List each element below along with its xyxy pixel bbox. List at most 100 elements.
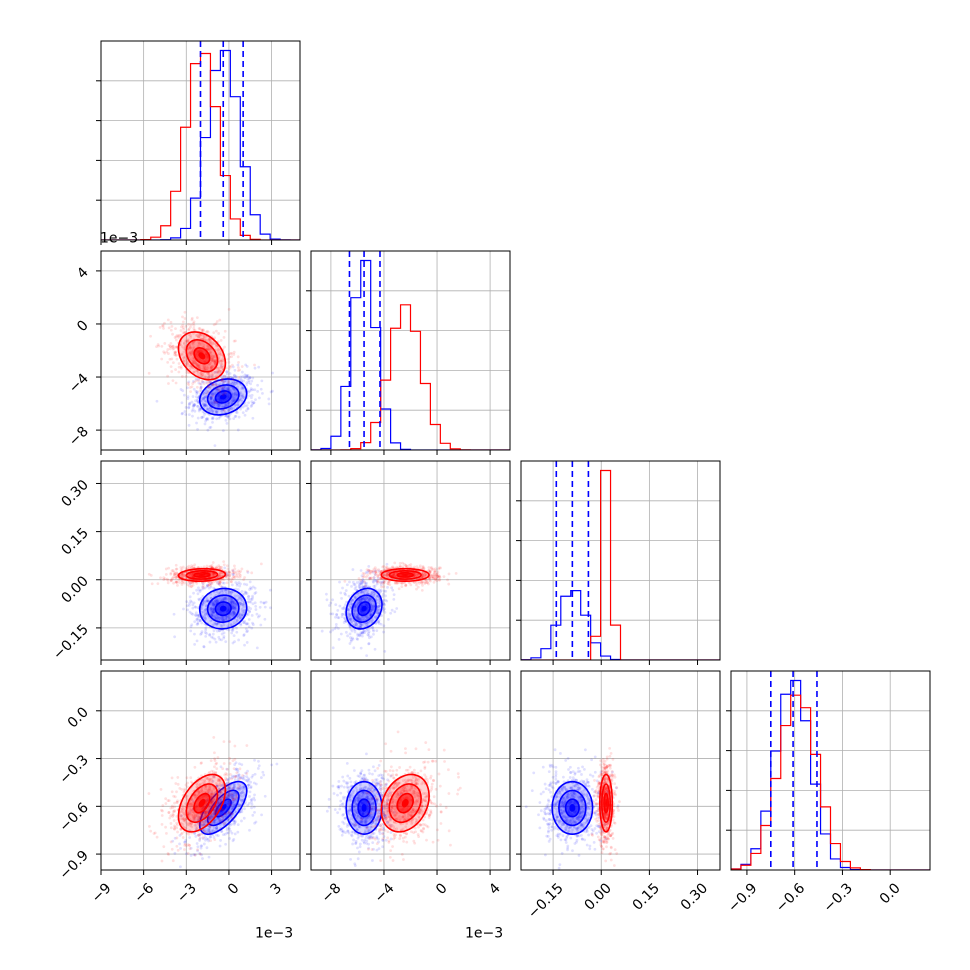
sample-point: [217, 404, 221, 408]
sample-point: [180, 375, 184, 378]
sample-point: [233, 820, 237, 824]
sample-point: [186, 395, 190, 399]
sample-point: [209, 582, 213, 585]
sample-point: [207, 337, 211, 341]
sample-point: [231, 794, 234, 798]
sample-point: [355, 637, 359, 641]
sample-point: [196, 401, 200, 405]
sample-point: [357, 599, 361, 602]
sample-point: [217, 575, 220, 579]
sample-point: [193, 853, 197, 857]
sample-point: [348, 642, 352, 645]
sample-point: [263, 605, 267, 609]
sample-point: [239, 602, 243, 606]
sample-point: [380, 614, 383, 618]
sample-point: [200, 632, 203, 635]
sample-point: [235, 618, 239, 622]
sample-point: [233, 832, 237, 836]
sample-point: [195, 421, 198, 425]
sample-point: [366, 614, 370, 618]
sample-point: [182, 331, 186, 335]
panel-background: [101, 671, 300, 870]
sample-point: [227, 367, 231, 371]
contour-line: [177, 331, 227, 381]
sample-point: [234, 793, 238, 797]
sample-point: [239, 377, 243, 381]
sample-point: [254, 608, 258, 611]
sample-point: [195, 316, 199, 320]
sample-point: [184, 567, 188, 570]
sample-point: [420, 581, 424, 585]
sample-point: [343, 591, 347, 595]
sample-point: [335, 613, 339, 616]
sample-point: [195, 392, 199, 396]
sample-point: [192, 591, 195, 595]
sample-point: [181, 353, 184, 357]
sample-point: [215, 622, 219, 626]
sample-point: [368, 598, 372, 601]
sample-point: [347, 608, 350, 612]
sample-point: [197, 365, 201, 369]
sample-point: [236, 594, 239, 598]
sample-point: [203, 631, 207, 634]
sample-point: [241, 393, 245, 397]
sample-point: [393, 610, 397, 614]
sample-point: [182, 607, 185, 611]
sample-point: [205, 380, 208, 384]
sample-point: [174, 350, 178, 354]
sample-point: [196, 397, 200, 400]
sample-point: [194, 333, 198, 337]
sample-point: [413, 565, 416, 569]
sample-point: [228, 837, 231, 840]
sample-point: [239, 573, 242, 577]
sample-point: [392, 574, 395, 578]
sample-point: [246, 377, 250, 381]
sample-point: [363, 580, 366, 584]
sample-point: [267, 402, 271, 406]
sample-point: [213, 362, 217, 366]
sample-point: [420, 575, 424, 579]
sample-point: [378, 609, 381, 612]
sample-point: [231, 568, 234, 572]
sample-point: [224, 615, 228, 619]
sample-point: [195, 369, 198, 373]
sample-point: [190, 584, 194, 588]
sample-point: [232, 607, 236, 611]
sample-point: [175, 790, 178, 794]
sample-point: [350, 602, 353, 606]
sample-point: [230, 583, 234, 587]
sample-point: [221, 386, 225, 390]
sample-point: [238, 612, 242, 616]
sample-point: [436, 575, 440, 578]
sample-point: [348, 617, 352, 621]
sample-point: [353, 587, 357, 591]
sample-point: [243, 619, 247, 623]
sample-point: [249, 387, 253, 391]
sample-point: [243, 576, 246, 579]
sample-point: [397, 581, 400, 585]
sample-point: [232, 406, 235, 410]
sample-point: [231, 365, 235, 369]
sample-point: [340, 597, 343, 600]
sample-point: [216, 384, 219, 388]
sample-point: [209, 425, 213, 429]
sample-point: [354, 608, 358, 612]
sample-point: [256, 615, 260, 619]
sample-point: [334, 603, 338, 607]
sample-point: [205, 837, 209, 841]
sample-point: [368, 577, 372, 580]
sample-point: [233, 606, 236, 610]
y-tick-label: 0.30: [58, 477, 91, 510]
sample-point: [214, 617, 218, 620]
sample-point: [232, 837, 236, 841]
sample-point: [249, 587, 253, 591]
sample-point: [196, 399, 200, 403]
sample-point: [182, 574, 186, 578]
sample-point: [197, 327, 201, 330]
sample-point: [365, 596, 369, 600]
sample-point: [211, 608, 215, 612]
sample-point: [227, 360, 231, 364]
sample-point: [237, 788, 241, 791]
sample-point: [367, 631, 370, 635]
sample-point: [215, 411, 219, 415]
